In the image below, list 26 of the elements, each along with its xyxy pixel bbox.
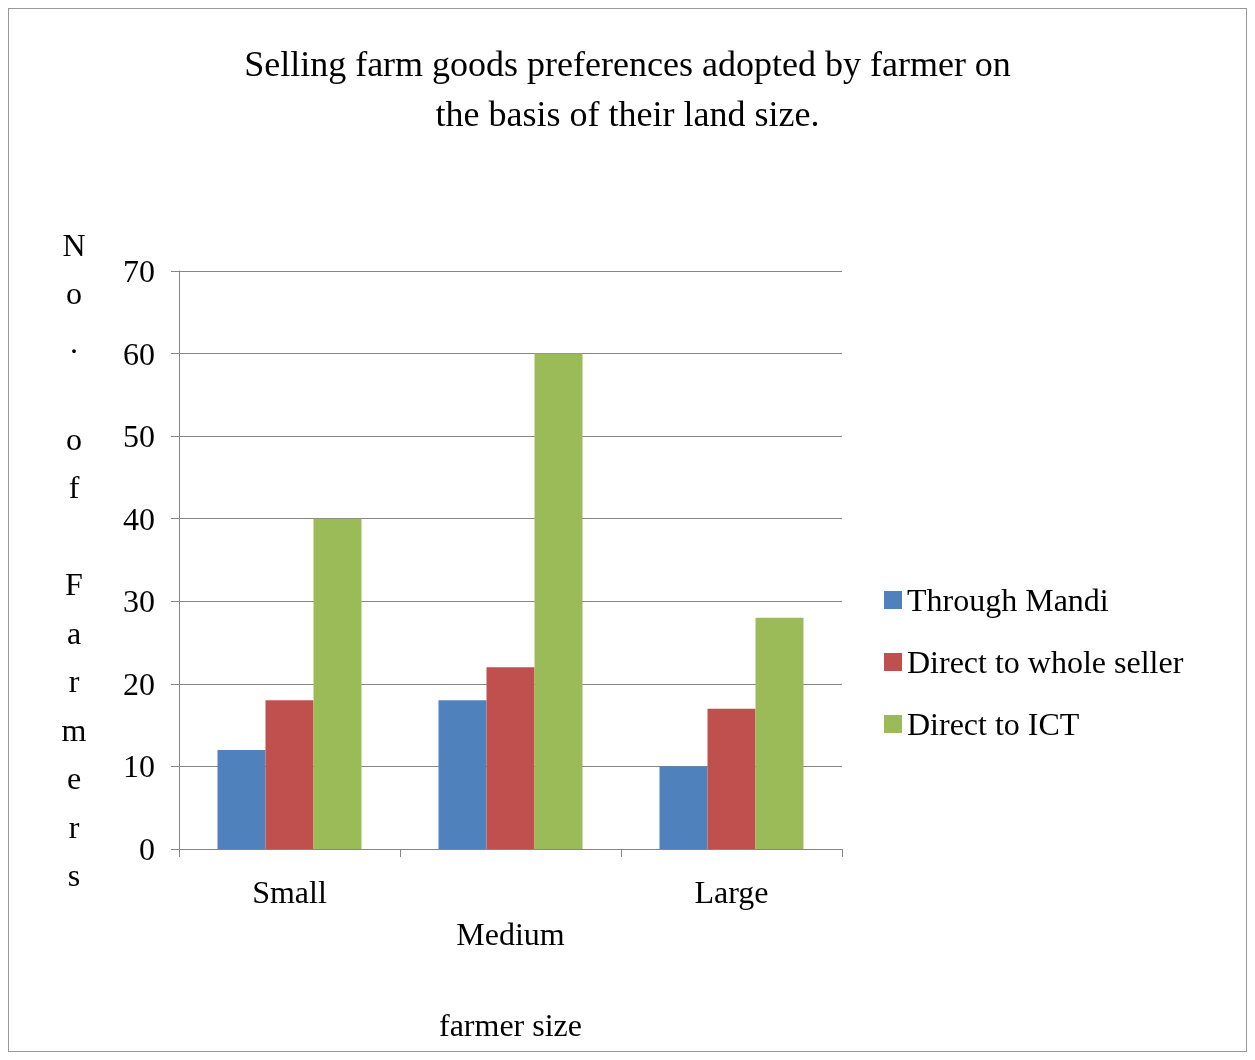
x-tick-label: Medium <box>456 916 565 952</box>
y-tick-label: 50 <box>123 418 155 455</box>
bar <box>755 617 804 849</box>
bar <box>217 749 266 849</box>
x-axis-title: farmer size <box>438 1007 583 1043</box>
y-tick-label: 30 <box>123 583 155 620</box>
y-tick-label: 70 <box>123 253 155 289</box>
bar <box>707 708 756 849</box>
x-tick-label: Large <box>694 874 769 910</box>
chart-title: Selling farm goods preferences adopted by farmer on the basis of their land size. <box>244 44 1011 134</box>
bar <box>438 700 487 849</box>
bar <box>659 766 708 849</box>
bar <box>534 353 583 849</box>
bar <box>313 518 362 849</box>
y-tick-label: 0 <box>139 831 155 867</box>
y-tick-label: 10 <box>123 748 155 785</box>
x-tick-label: Small <box>252 874 327 910</box>
bar <box>486 667 535 849</box>
legend-label: Direct to whole seller <box>907 644 1184 680</box>
legend-label: Direct to ICT <box>907 706 1080 742</box>
y-tick-label: 40 <box>123 500 155 537</box>
y-tick-label: 20 <box>123 665 155 702</box>
legend-label: Through Mandi <box>907 582 1109 618</box>
y-tick-label: 60 <box>123 335 155 372</box>
text: No. of Farmers <box>61 226 87 894</box>
bar <box>265 700 314 849</box>
